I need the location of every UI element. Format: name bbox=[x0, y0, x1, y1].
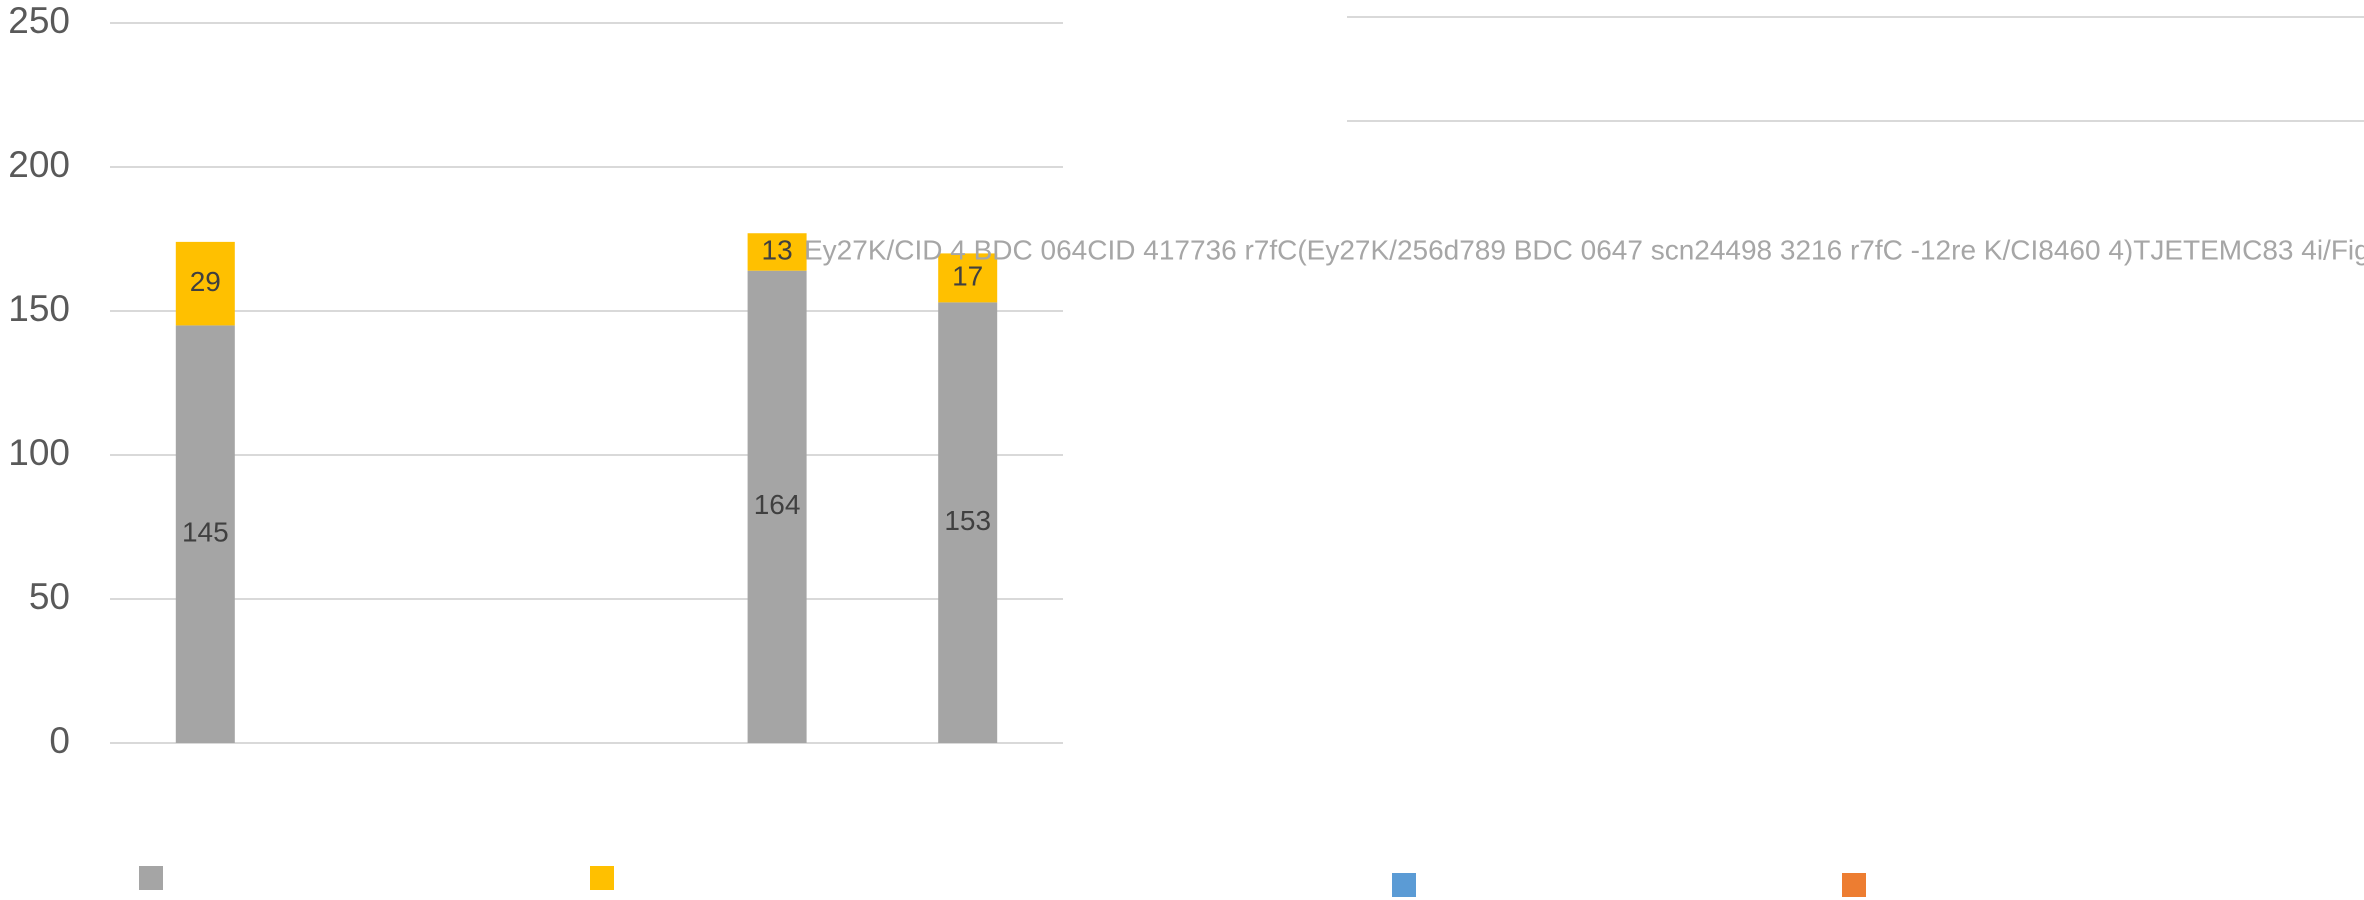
legend-swatch bbox=[590, 866, 614, 890]
data-label: 29 bbox=[190, 266, 221, 297]
legend-swatch bbox=[139, 866, 163, 890]
y-tick-label: 100 bbox=[8, 432, 70, 473]
bar-segment bbox=[938, 302, 998, 743]
legend-swatch bbox=[1842, 873, 1866, 897]
bar-segment bbox=[747, 233, 807, 271]
data-label: 153 bbox=[944, 505, 991, 536]
legend-swatch bbox=[1392, 873, 1416, 897]
y-tick-label: 150 bbox=[8, 288, 70, 329]
bar-segment bbox=[175, 241, 235, 326]
data-label: 145 bbox=[182, 517, 229, 548]
data-label: 164 bbox=[754, 489, 801, 520]
bar-segment bbox=[175, 325, 235, 743]
stray-text: Ey27K/CID 4 BDC 064CID 417736 r7fC(Ey27K… bbox=[804, 234, 2364, 265]
bar-segment bbox=[747, 270, 807, 743]
bar-segment bbox=[938, 253, 998, 303]
y-tick-label: 50 bbox=[29, 576, 70, 617]
y-tick-label: 250 bbox=[8, 0, 70, 41]
y-tick-label: 0 bbox=[49, 720, 70, 761]
data-label: 13 bbox=[762, 234, 793, 265]
y-tick-label: 200 bbox=[8, 144, 70, 185]
data-label: 17 bbox=[952, 260, 983, 291]
